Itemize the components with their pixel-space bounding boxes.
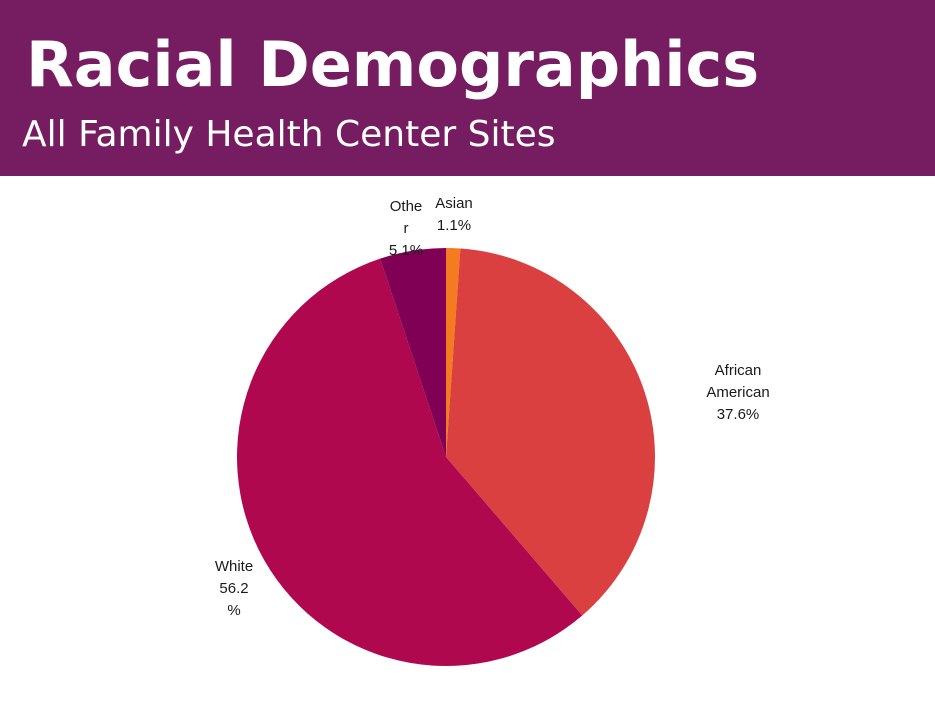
pie-label-white: White 56.2%: [215, 558, 253, 619]
pie-slice-white: [237, 258, 583, 666]
pie-slice-asian: [446, 248, 461, 457]
pie-label-african-american: African American 37.6%: [706, 362, 769, 423]
pie-slices: [237, 248, 655, 666]
page-subtitle: All Family Health Center Sites: [22, 114, 556, 155]
header-banner: Racial Demographics All Family Health Ce…: [0, 0, 935, 176]
page-title: Racial Demographics: [26, 28, 760, 101]
pie-label-asian: Asian 1.1%: [435, 195, 473, 234]
pie-labels: Asian 1.1% African American 37.6% White 56.2 % O…: [215, 195, 770, 619]
pie-label-other: Othe r 5.1%: [389, 198, 423, 259]
pie-chart: Asian 1.1% African American 37.6% White 56.2 % O…: [215, 195, 770, 666]
pie-slice-other: [380, 248, 446, 457]
pie-slice-african-american: [446, 248, 655, 616]
